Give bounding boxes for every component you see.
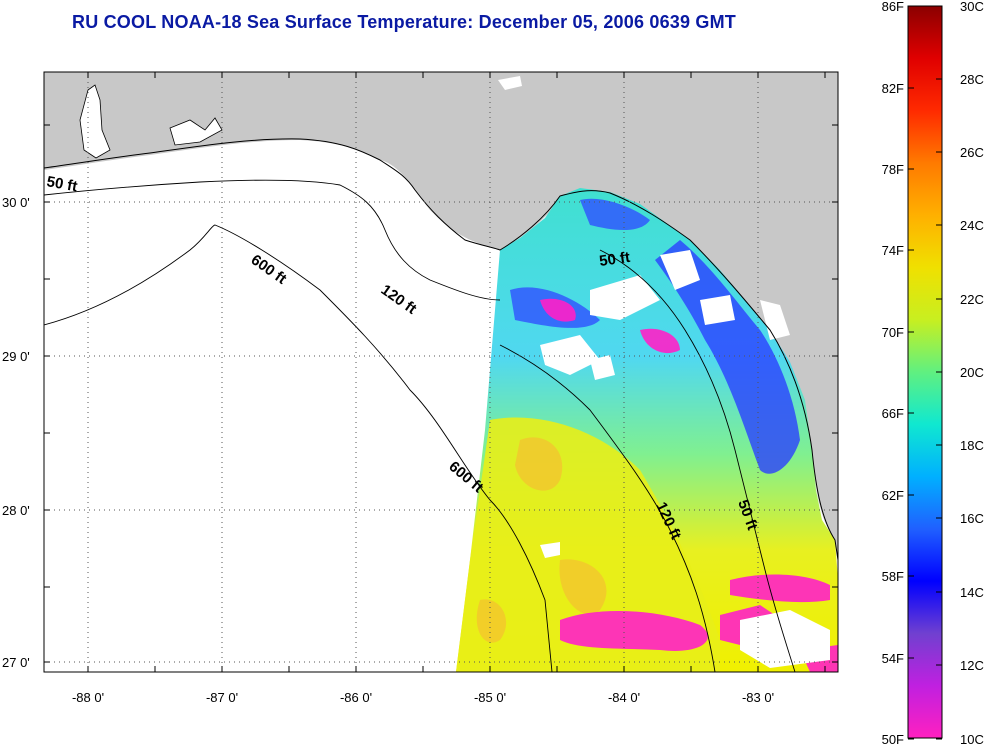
- contour-50ft-east: [599, 249, 796, 672]
- colorbar-label-f: 66F: [882, 406, 904, 421]
- sst-cloud-gaps: [540, 250, 830, 668]
- colorbar-label-c: 22C: [960, 292, 984, 307]
- map-area: [44, 72, 838, 672]
- colorbar-label-f: 86F: [882, 0, 904, 14]
- lon-label: -87 0': [206, 690, 238, 705]
- colorbar-label-c: 12C: [960, 658, 984, 673]
- sst-warm-region: [456, 417, 720, 672]
- colorbar-label-f: 58F: [882, 569, 904, 584]
- contour-label: 50 ft: [45, 173, 78, 195]
- lat-label: 30 0': [2, 195, 30, 210]
- contour-600ft: [44, 224, 553, 672]
- colorbar-label-c: 16C: [960, 511, 984, 526]
- lon-label: -84 0': [608, 690, 640, 705]
- colorbar-label-f: 62F: [882, 488, 904, 503]
- sst-top-specks: [498, 76, 522, 90]
- lon-label: -88 0': [72, 690, 104, 705]
- axis-ticks: [44, 72, 838, 672]
- colorbar-celsius-labels: 30C 28C 26C 24C 22C 20C 18C 16C 14C 12C …: [960, 0, 984, 747]
- colorbar-label-c: 14C: [960, 585, 984, 600]
- colorbar-label-f: 78F: [882, 162, 904, 177]
- graticule: [44, 72, 838, 672]
- colorbar-label-f: 82F: [882, 81, 904, 96]
- colorbar-label-f: 50F: [882, 732, 904, 747]
- lon-label: -85 0': [474, 690, 506, 705]
- lat-label: 27 0': [2, 655, 30, 670]
- colorbar-label-c: 24C: [960, 218, 984, 233]
- contour-50ft-west: [44, 179, 501, 301]
- colorbar-fahrenheit-labels: 86F 82F 78F 74F 70F 66F 62F 58F 54F 50F: [882, 0, 904, 747]
- bay-pensacola: [169, 117, 223, 146]
- sst-cool-band: [655, 240, 800, 474]
- chart-title: RU COOL NOAA-18 Sea Surface Temperature:…: [72, 12, 736, 32]
- sst-cold-patches: [540, 298, 838, 672]
- colorbar-label-c: 30C: [960, 0, 984, 14]
- coastline: [44, 138, 838, 561]
- sst-orange-patches: [476, 437, 607, 643]
- lon-label: -83 0': [742, 690, 774, 705]
- lat-label: 28 0': [2, 503, 30, 518]
- lat-label: 29 0': [2, 349, 30, 364]
- map-frame: [43, 71, 839, 673]
- colorbar-label-f: 74F: [882, 243, 904, 258]
- contour-120ft: [499, 344, 716, 672]
- contour-label: 50 ft: [598, 249, 631, 270]
- colorbar-ticks: [908, 5, 942, 740]
- lon-label: -86 0': [340, 690, 372, 705]
- colorbar-label-c: 10C: [960, 732, 984, 747]
- bay-mobile: [79, 84, 111, 159]
- colorbar-label-c: 28C: [960, 72, 984, 87]
- colorbar-label-f: 70F: [882, 325, 904, 340]
- colorbar-label-c: 20C: [960, 365, 984, 380]
- colorbar-label-f: 54F: [882, 651, 904, 666]
- colorbar-label-c: 26C: [960, 145, 984, 160]
- colorbar-label-c: 18C: [960, 438, 984, 453]
- sst-cool-band-north: [510, 198, 650, 328]
